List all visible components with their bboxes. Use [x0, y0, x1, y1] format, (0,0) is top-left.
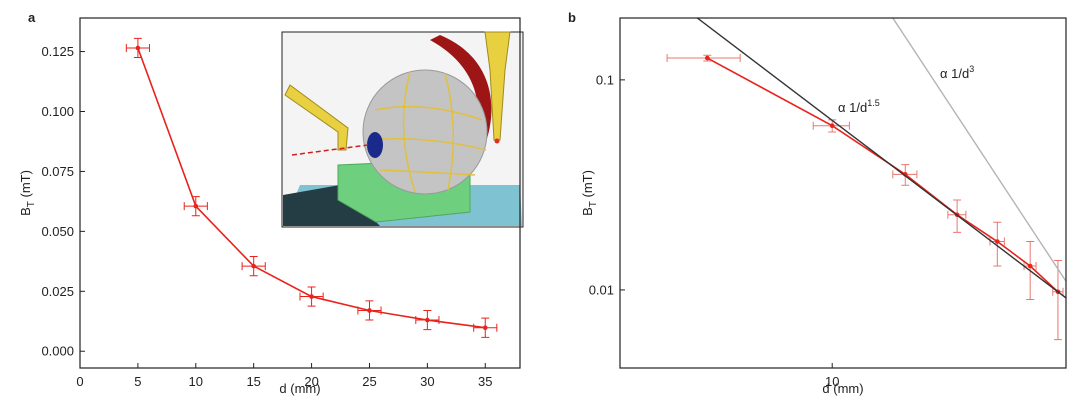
panel-label: b [568, 10, 576, 25]
inset-illustration [281, 31, 524, 228]
data-point [135, 45, 141, 51]
y-axis-label: BT (mT) [580, 170, 599, 216]
y-label-sub: T [26, 201, 37, 207]
series-line [892, 18, 1066, 282]
x-axis-label: d (mm) [822, 381, 863, 396]
inset-beam [291, 144, 369, 156]
y-error-bar [993, 221, 1002, 267]
x-tick-label: 15 [246, 374, 260, 389]
data-point [251, 263, 256, 269]
x-tick-label: 5 [134, 374, 141, 389]
inset-sphere [362, 69, 488, 195]
inset-probe-left [284, 84, 349, 151]
y-tick-label: 0.125 [41, 44, 74, 59]
y-tick-label: 0.025 [41, 284, 74, 299]
x-tick-label: 35 [478, 374, 492, 389]
inset-probe-tip [494, 138, 500, 144]
data-point [829, 123, 835, 129]
data-point [995, 239, 1000, 244]
x-tick-label: 25 [362, 374, 376, 389]
y-label-sub: T [588, 201, 599, 207]
y-error-bar [1053, 260, 1062, 341]
data-point [309, 294, 314, 299]
data-point [193, 203, 199, 209]
inset-probe-right [484, 31, 511, 141]
data-point [425, 317, 430, 323]
data-point [367, 308, 372, 313]
y-label-unit: (mT) [18, 170, 33, 201]
panel-label: a [28, 10, 36, 25]
inset-sensor [367, 132, 383, 158]
y-label-main: B [580, 207, 595, 216]
line-annotation: α 1/d3 [940, 64, 974, 81]
x-axis-label: d (mm) [279, 381, 320, 396]
series-line [706, 57, 1059, 293]
y-tick-label: 0.075 [41, 164, 74, 179]
line-annotation: α 1/d1.5 [838, 98, 880, 115]
y-tick-label: 0.000 [41, 344, 74, 359]
x-tick-label: 0 [76, 374, 83, 389]
y-tick-label: 0.01 [589, 282, 614, 297]
annotation-text: α 1/d [940, 66, 969, 81]
inset-shadow [283, 185, 380, 226]
data-point [705, 55, 710, 61]
annotation-text: α 1/d [838, 100, 867, 115]
x-tick-label: 10 [189, 374, 203, 389]
panel: 0 5 10 15 20 25 30 35 0.000 0.025 0.050 0.075 0.100 0… [18, 10, 521, 396]
inset-coil [430, 35, 492, 160]
y-label-unit: (mT) [580, 170, 595, 201]
annotation-sup: 3 [969, 64, 974, 74]
data-point [1027, 263, 1033, 269]
y-label-main: B [18, 207, 33, 216]
y-tick-label: 0.100 [41, 104, 74, 119]
y-tick-label: 0.050 [41, 224, 74, 239]
x-error-bar [666, 54, 741, 63]
annotation-sup: 1.5 [867, 98, 880, 108]
series-line [696, 18, 1066, 299]
y-axis-label: BT (mT) [18, 170, 37, 216]
x-tick-label: 30 [420, 374, 434, 389]
x-tick-label: 10 [825, 374, 839, 389]
plot-frame [619, 17, 1067, 369]
data-point [482, 325, 488, 331]
x-tick-label: 20 [304, 374, 318, 389]
inset-sphere-grid [367, 71, 487, 193]
y-tick-label: 0.1 [596, 72, 614, 87]
plot-frame [79, 17, 521, 369]
